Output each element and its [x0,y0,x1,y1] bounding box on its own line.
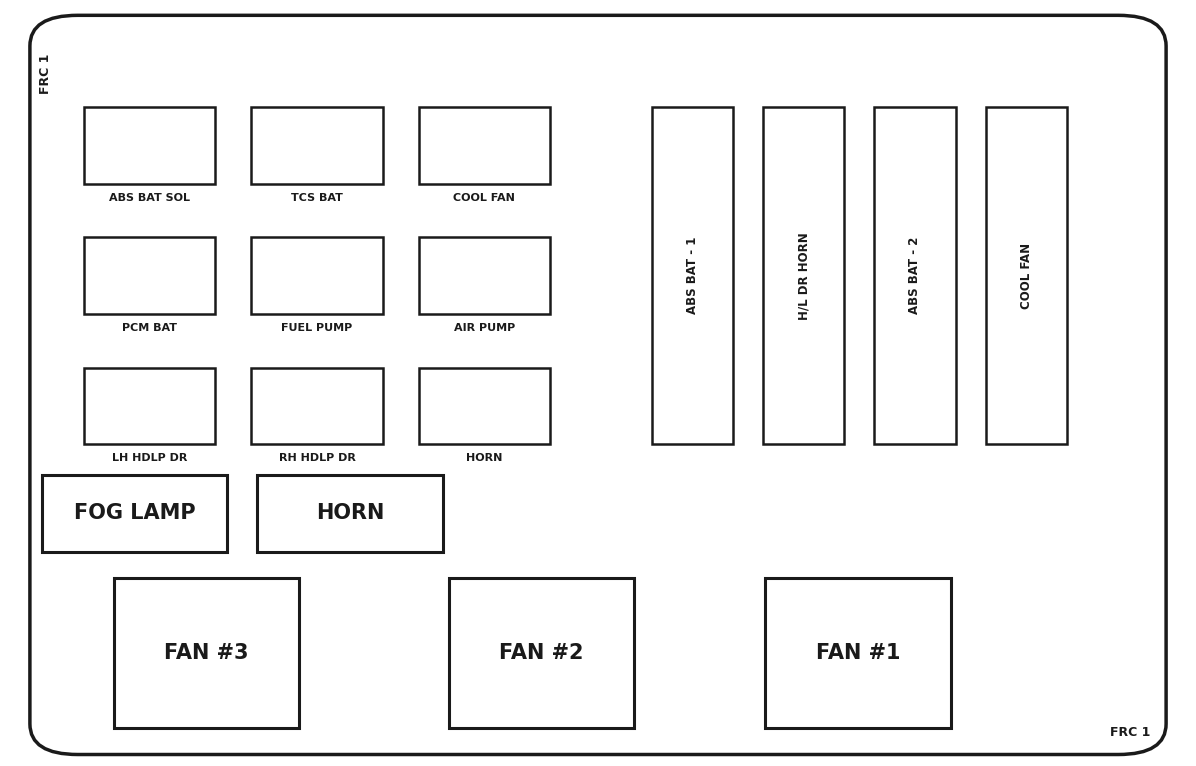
Bar [874,107,956,444]
Bar [419,237,550,314]
Text: ABS BAT SOL: ABS BAT SOL [109,193,190,203]
Text: ABS BAT - 2: ABS BAT - 2 [909,237,921,315]
Text: AIR PUMP: AIR PUMP [453,323,515,333]
Bar [251,107,383,184]
Text: PCM BAT: PCM BAT [122,323,177,333]
Bar [84,237,215,314]
Text: FRC 1: FRC 1 [39,54,51,94]
Text: LH HDLP DR: LH HDLP DR [111,453,188,463]
FancyBboxPatch shape [30,15,1166,755]
Text: TCS BAT: TCS BAT [291,193,343,203]
Bar [257,475,443,552]
Text: FAN #3: FAN #3 [164,643,249,663]
Text: HORN: HORN [466,453,502,463]
Text: RH HDLP DR: RH HDLP DR [279,453,355,463]
Text: COOL FAN: COOL FAN [453,193,515,203]
Bar [114,578,299,728]
Bar [765,578,951,728]
Text: FOG LAMP: FOG LAMP [74,503,195,523]
Bar [448,578,634,728]
Bar [986,107,1067,444]
Text: ABS BAT - 1: ABS BAT - 1 [687,237,698,315]
Text: COOL FAN: COOL FAN [1020,243,1032,309]
Bar [652,107,733,444]
Bar [84,368,215,444]
Bar [251,237,383,314]
Text: FAN #1: FAN #1 [816,643,901,663]
Text: FUEL PUMP: FUEL PUMP [281,323,353,333]
Bar [84,107,215,184]
Bar [251,368,383,444]
Text: FRC 1: FRC 1 [1110,726,1151,739]
Bar [419,107,550,184]
Bar [42,475,227,552]
Bar [419,368,550,444]
Bar [763,107,844,444]
Text: FAN #2: FAN #2 [499,643,584,663]
Text: H/L DR HORN: H/L DR HORN [798,232,810,319]
Text: HORN: HORN [316,503,384,523]
